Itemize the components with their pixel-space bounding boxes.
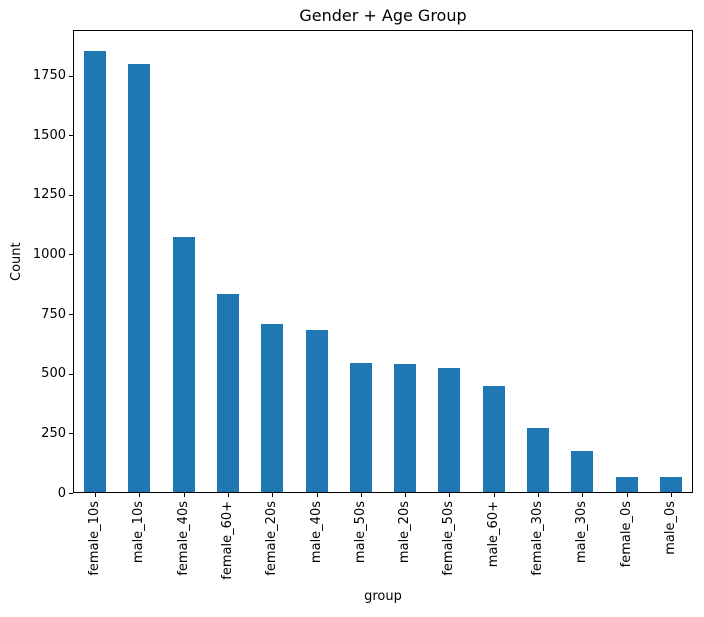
x-tick-mark bbox=[405, 493, 407, 497]
bar-male_50s bbox=[349, 363, 372, 492]
y-tick-label: 1250 bbox=[32, 187, 66, 202]
y-tick-label: 750 bbox=[41, 307, 66, 322]
bar-male_20s bbox=[394, 364, 417, 492]
y-tick-label: 500 bbox=[41, 366, 66, 381]
x-tick-mark bbox=[316, 493, 318, 497]
x-tick-label: female_0s bbox=[618, 501, 634, 568]
x-tick-label: male_60+ bbox=[485, 501, 501, 568]
x-tick-mark bbox=[183, 493, 185, 497]
y-tick-label: 1000 bbox=[32, 247, 66, 262]
x-tick-label: female_50s bbox=[441, 501, 457, 576]
y-tick-mark bbox=[69, 254, 73, 255]
x-tick-label: female_40s bbox=[175, 501, 191, 576]
x-tick-label: male_0s bbox=[662, 501, 678, 555]
x-axis-label: group bbox=[364, 589, 402, 604]
y-tick-label: 0 bbox=[57, 486, 66, 501]
x-tick-mark bbox=[582, 493, 584, 497]
x-tick-mark bbox=[360, 493, 362, 497]
x-tick-mark bbox=[95, 493, 97, 497]
x-tick-mark bbox=[228, 493, 229, 497]
bar-male_30s bbox=[571, 451, 594, 492]
y-tick-label: 1750 bbox=[32, 68, 66, 83]
bar-male_10s bbox=[128, 64, 151, 492]
y-tick-label: 1500 bbox=[32, 128, 66, 143]
x-tick-label: female_60+ bbox=[220, 501, 235, 580]
y-tick-mark bbox=[69, 76, 73, 77]
x-tick-mark bbox=[139, 493, 141, 497]
x-tick-label: male_20s bbox=[397, 501, 413, 564]
x-tick-label: male_50s bbox=[352, 501, 368, 564]
y-tick-mark bbox=[69, 374, 73, 375]
y-tick-mark bbox=[69, 433, 73, 434]
bar-male_60+ bbox=[482, 386, 505, 492]
plot-area bbox=[73, 30, 693, 493]
bar-male_0s bbox=[659, 477, 682, 492]
x-tick-label: male_40s bbox=[308, 501, 324, 564]
y-tick-mark bbox=[69, 493, 73, 494]
y-tick-mark bbox=[69, 314, 73, 315]
x-tick-label: female_30s bbox=[530, 501, 545, 576]
bar-female_40s bbox=[172, 237, 195, 492]
y-tick-mark bbox=[69, 135, 73, 136]
x-tick-mark bbox=[626, 493, 628, 497]
bar-female_20s bbox=[261, 324, 284, 492]
bar-female_0s bbox=[615, 477, 638, 492]
x-tick-label: male_10s bbox=[131, 501, 147, 564]
y-tick-label: 250 bbox=[41, 426, 66, 441]
x-tick-mark bbox=[538, 493, 539, 497]
y-tick-mark bbox=[69, 195, 73, 196]
x-tick-mark bbox=[493, 493, 495, 497]
chart-title: Gender + Age Group bbox=[299, 6, 467, 25]
bar-female_60+ bbox=[217, 294, 239, 492]
x-tick-label: female_10s bbox=[87, 501, 103, 576]
bar-female_10s bbox=[84, 51, 107, 492]
x-tick-label: female_20s bbox=[264, 501, 280, 576]
x-tick-mark bbox=[670, 493, 672, 497]
bar-female_30s bbox=[527, 428, 549, 492]
bar-male_40s bbox=[305, 330, 328, 492]
x-tick-mark bbox=[272, 493, 274, 497]
x-tick-label: male_30s bbox=[574, 501, 590, 564]
x-tick-mark bbox=[449, 493, 451, 497]
bar-female_50s bbox=[438, 368, 461, 492]
